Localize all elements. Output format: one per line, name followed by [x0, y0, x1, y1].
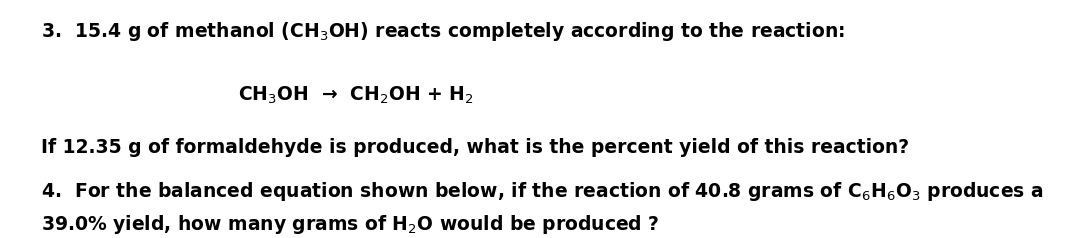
Text: 4.  For the balanced equation shown below, if the reaction of 40.8 grams of C$_6: 4. For the balanced equation shown below…	[41, 180, 1043, 203]
Text: 3.  15.4 g of methanol (CH$_3$OH) reacts completely according to the reaction:: 3. 15.4 g of methanol (CH$_3$OH) reacts …	[41, 20, 845, 43]
Text: 39.0% yield, how many grams of H$_2$O would be produced ?: 39.0% yield, how many grams of H$_2$O wo…	[41, 213, 660, 236]
Text: CH$_3$OH  →  CH$_2$OH + H$_2$: CH$_3$OH → CH$_2$OH + H$_2$	[238, 85, 473, 106]
Text: If 12.35 g of formaldehyde is produced, what is the percent yield of this reacti: If 12.35 g of formaldehyde is produced, …	[41, 138, 909, 157]
